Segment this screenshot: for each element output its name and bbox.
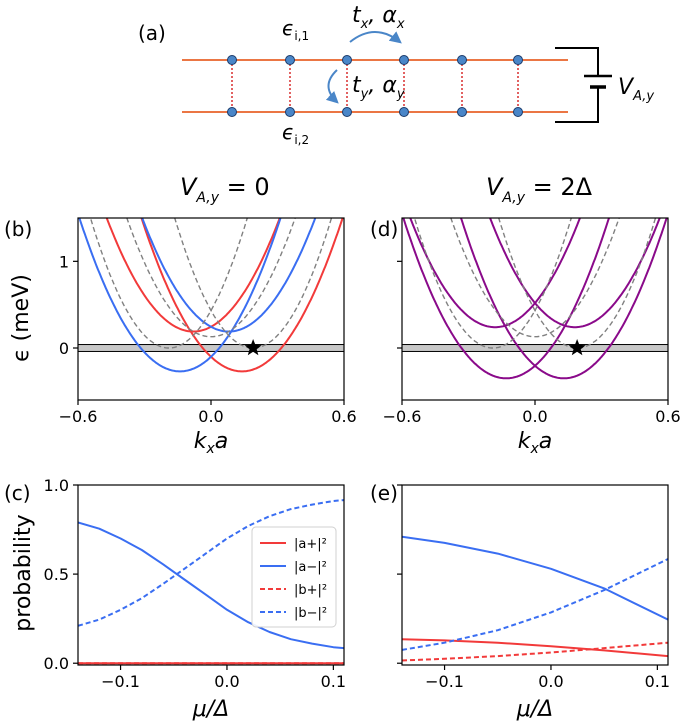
gap-band [78, 344, 344, 352]
legend-label: |a+|² [294, 537, 327, 552]
x-axis-label-b: kxa [194, 429, 229, 457]
panel-label-d: (d) [370, 217, 398, 241]
x-tick-label: 0.0 [214, 672, 239, 691]
hop-y-arrow [325, 69, 339, 104]
series-(b)-2 [78, 218, 282, 373]
legend-label: |b−|² [294, 606, 327, 621]
legend-label: |b+|² [294, 583, 327, 598]
site-top-2 [342, 55, 352, 65]
plot-area-(b) [78, 218, 344, 373]
eps-top-label: ϵi,1 [282, 16, 309, 43]
hop-x-label: tx, αx [352, 3, 405, 32]
site-bottom-2 [342, 107, 352, 117]
series-(d)-4 [413, 218, 573, 349]
axes-frame [401, 217, 669, 401]
x-tick-label: −0.6 [383, 407, 422, 426]
series-(d)-3 [459, 218, 668, 380]
plot-area-(c) [78, 499, 344, 665]
series-(b)-6 [126, 218, 296, 338]
panel-label-b: (b) [4, 217, 32, 241]
series-(e)-1 [402, 641, 668, 662]
site-bottom-4 [457, 107, 467, 117]
x-tick-label: 0.0 [198, 407, 223, 426]
series-(d)-6 [450, 218, 620, 338]
site-bottom-5 [513, 107, 523, 117]
x-axis-label-d: kxa [518, 429, 553, 457]
axes-frame [401, 484, 669, 666]
voltage-label: VA,y [618, 75, 654, 104]
rungs [231, 60, 519, 112]
x-tick-label: 0.6 [655, 407, 680, 426]
site-top-3 [399, 55, 409, 65]
panel-label-a: (a) [138, 21, 166, 45]
legend-label: |a−|² [294, 560, 327, 575]
left-column-title: VA,y = 0 [180, 173, 270, 206]
series-(d)-0 [409, 218, 581, 329]
x-axis-label-e: μ/Δ [516, 697, 553, 722]
plot-area-(e) [402, 535, 668, 662]
series-(e)-3 [402, 558, 668, 651]
x-axis-label-c: μ/Δ [192, 697, 229, 722]
x-tick-label: −0.1 [101, 672, 140, 691]
panel-b: (b) ϵ (meV) kxa −0.6 0.0 0.6 0 1 [4, 217, 357, 457]
series-(b)-0 [140, 218, 344, 373]
panel-d: (d) kxa −0.6 0.0 0.6 [370, 217, 680, 457]
panel-c: (c) probability μ/Δ −0.1 0.0 0.1 0.0 0.5 1.0 |… [4, 476, 346, 722]
gap-band [402, 344, 668, 352]
site-top-5 [513, 55, 523, 65]
site-bottom-1 [285, 107, 295, 117]
star-marker [244, 339, 262, 356]
x-tick-label: 0.0 [538, 672, 563, 691]
y-axis-label-b: ϵ (meV) [9, 274, 34, 362]
star-marker [568, 339, 586, 356]
hop-y-label: ty, αy [352, 73, 405, 102]
x-tick-label: −0.6 [59, 407, 98, 426]
series-(b)-4 [89, 218, 249, 349]
axes-frame [77, 484, 345, 666]
legend-box [251, 526, 337, 628]
series-(e)-0 [402, 638, 668, 658]
x-tick-label: 0.0 [522, 407, 547, 426]
hop-x-arrow [349, 31, 402, 44]
right-column-title: VA,y = 2Δ [486, 173, 593, 206]
y-axis-label-c: probability [11, 514, 36, 631]
sites [227, 55, 523, 117]
series-(b)-5 [173, 218, 333, 349]
schematic: (a) ϵi,1 ϵi,2 tx, αx ty, αy VA,y [138, 3, 654, 147]
site-top-1 [285, 55, 295, 65]
panel-label-c: (c) [4, 481, 31, 505]
y-tick-label: 0.0 [44, 654, 69, 673]
site-bottom-0 [227, 107, 237, 117]
x-tick-label: 0.1 [645, 672, 670, 691]
panel-label-e: (e) [370, 481, 398, 505]
x-tick-label: 0.1 [321, 672, 346, 691]
series-(d)-5 [497, 218, 657, 349]
series-(c)-2 [78, 521, 344, 650]
series-(e)-2 [402, 535, 668, 621]
series-(b)-3 [141, 218, 317, 333]
y-tick-label: 0 [59, 339, 69, 358]
site-bottom-3 [399, 107, 409, 117]
y-tick-label: 1 [59, 252, 69, 271]
series-(c)-3 [78, 499, 344, 627]
x-tick-label: −0.1 [425, 672, 464, 691]
site-top-0 [227, 55, 237, 65]
site-top-4 [457, 55, 467, 65]
y-tick-label: 0.5 [44, 565, 69, 584]
eps-bottom-label: ϵi,2 [282, 120, 309, 147]
panel-e: (e) μ/Δ −0.1 0.0 0.1 [370, 481, 670, 722]
series-(b)-1 [105, 218, 281, 333]
series-(d)-1 [489, 218, 661, 329]
y-tick-label: 1.0 [44, 476, 69, 495]
x-tick-label: 0.6 [331, 407, 356, 426]
plot-area-(d) [402, 218, 668, 380]
voltage-wire [555, 47, 599, 123]
